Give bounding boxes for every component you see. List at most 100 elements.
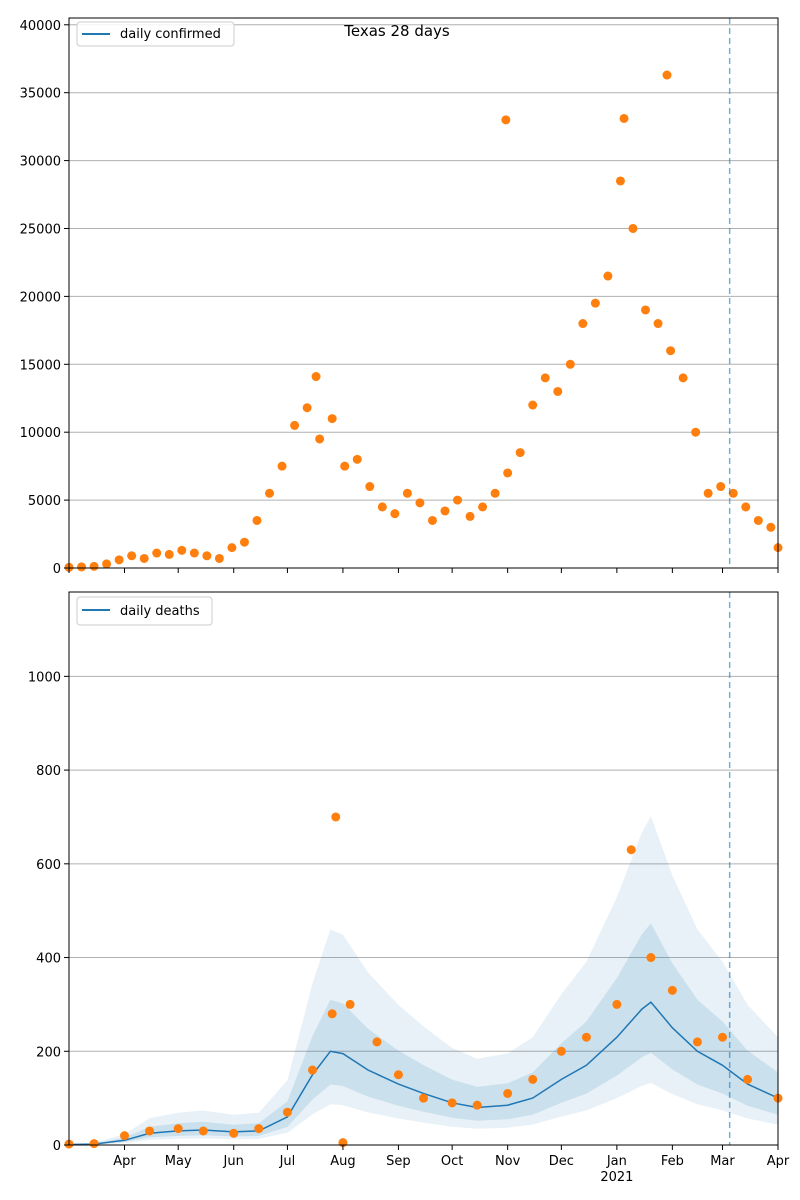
confirmed-y-tick-label: 40000 bbox=[20, 19, 61, 34]
confirmed-point bbox=[691, 427, 701, 437]
deaths-point bbox=[419, 1093, 428, 1103]
confirmed-y-tick-label: 10000 bbox=[20, 426, 61, 441]
deaths-x-tick-label: Nov bbox=[495, 1154, 521, 1169]
confirmed-point bbox=[302, 403, 312, 413]
deaths-point bbox=[717, 1032, 727, 1042]
confirmed-legend-box bbox=[76, 21, 235, 47]
deaths-y-tick-label: 800 bbox=[36, 764, 61, 779]
confirmed-point bbox=[503, 468, 513, 478]
deaths-point bbox=[692, 1037, 702, 1047]
confirmed-point bbox=[603, 271, 613, 281]
deaths-point bbox=[229, 1128, 239, 1138]
confirmed-point bbox=[478, 502, 488, 512]
confirmed-axes-frame bbox=[68, 17, 779, 569]
confirmed-point bbox=[728, 488, 738, 498]
confirmed-point bbox=[501, 115, 511, 125]
confirmed-point bbox=[340, 461, 350, 471]
confirmed-point bbox=[214, 553, 224, 563]
deaths-point bbox=[345, 999, 355, 1009]
deaths-points bbox=[64, 812, 783, 1149]
confirmed-y-tick-label: 15000 bbox=[20, 358, 61, 373]
deaths-x-tick-label: Dec bbox=[549, 1154, 574, 1169]
deaths-point bbox=[667, 985, 677, 995]
deaths-x-tick-label: Mar bbox=[710, 1154, 735, 1169]
confirmed-point bbox=[515, 448, 525, 458]
confirmed-point bbox=[315, 434, 325, 444]
confirmed-point bbox=[465, 511, 475, 521]
confirmed-point bbox=[189, 548, 199, 558]
confirmed-y-tick-label: 35000 bbox=[20, 87, 61, 102]
confirmed-point bbox=[678, 373, 688, 383]
deaths-grid bbox=[69, 675, 778, 1052]
confirmed-point bbox=[415, 498, 425, 508]
confirmed-point bbox=[662, 70, 672, 80]
deaths-point bbox=[447, 1098, 457, 1108]
confirmed-point bbox=[741, 502, 751, 512]
deaths-panel: 0 200 400 600 800 1000 Apr May Jun Jul Aug Sep Oct N… bbox=[28, 591, 790, 1185]
confirmed-point bbox=[553, 386, 563, 396]
confirmed-point bbox=[102, 559, 112, 569]
confirmed-point bbox=[114, 555, 124, 565]
confirmed-point bbox=[402, 488, 412, 498]
deaths-point bbox=[528, 1074, 538, 1084]
confirmed-y-tick-label: 25000 bbox=[20, 222, 61, 237]
confirmed-point bbox=[716, 482, 726, 492]
confirmed-x-axis bbox=[68, 568, 779, 573]
deaths-y-tick-label: 1000 bbox=[28, 670, 61, 685]
confirmed-point bbox=[653, 319, 663, 329]
confirmed-point bbox=[528, 400, 538, 410]
confirmed-point bbox=[177, 545, 187, 555]
confirmed-point bbox=[540, 373, 550, 383]
confirmed-y-tick-label: 5000 bbox=[28, 494, 61, 509]
confirmed-point bbox=[239, 537, 249, 547]
confirmed-point bbox=[641, 305, 651, 315]
deaths-y-tick-label: 200 bbox=[36, 1045, 61, 1060]
confirmed-point bbox=[565, 359, 575, 369]
confirmed-point bbox=[615, 176, 625, 186]
deaths-legend-label: daily deaths bbox=[120, 604, 200, 619]
confirmed-point bbox=[628, 223, 638, 233]
deaths-y-tick-label: 600 bbox=[36, 858, 61, 873]
deaths-y-axis: 0 200 400 600 800 1000 bbox=[28, 670, 69, 1154]
deaths-trend bbox=[68, 1001, 779, 1146]
deaths-x-tick-label: Feb bbox=[661, 1154, 684, 1169]
deaths-x-tick-label: Apr bbox=[113, 1154, 136, 1169]
deaths-legend-box bbox=[76, 596, 213, 626]
deaths-point bbox=[393, 1070, 403, 1080]
confirmed-point bbox=[766, 522, 776, 532]
confirmed-point bbox=[290, 420, 300, 430]
deaths-point bbox=[89, 1139, 99, 1149]
deaths-point bbox=[173, 1124, 183, 1134]
deaths-point bbox=[198, 1126, 208, 1136]
deaths-point bbox=[120, 1131, 130, 1141]
confirmed-legend-label: daily confirmed bbox=[120, 27, 221, 42]
deaths-point bbox=[743, 1074, 753, 1084]
deaths-x-tick-label: 2021 bbox=[600, 1170, 633, 1185]
deaths-point bbox=[581, 1032, 591, 1042]
confirmed-panel: 0 5000 10000 15000 20000 25000 30000 35000 40000… bbox=[20, 17, 783, 577]
confirmed-point bbox=[277, 461, 287, 471]
confirmed-point bbox=[252, 515, 262, 525]
confirmed-y-tick-label: 0 bbox=[53, 562, 61, 577]
deaths-axes-frame bbox=[68, 591, 779, 1146]
deaths-point bbox=[327, 1009, 337, 1019]
chart-title: Texas 28 days bbox=[343, 22, 450, 40]
deaths-point bbox=[556, 1046, 566, 1056]
confirmed-point bbox=[352, 454, 362, 464]
confirmed-point bbox=[139, 553, 149, 563]
confirmed-point bbox=[127, 551, 137, 561]
deaths-point bbox=[145, 1126, 155, 1136]
confirmed-point bbox=[490, 488, 500, 498]
confirmed-point bbox=[440, 506, 450, 516]
deaths-point bbox=[646, 953, 656, 963]
deaths-x-tick-label: May bbox=[165, 1154, 192, 1169]
confirmed-point bbox=[666, 346, 676, 356]
deaths-point bbox=[626, 845, 636, 855]
deaths-point bbox=[282, 1107, 292, 1117]
confirmed-legend: daily confirmed bbox=[76, 21, 235, 47]
confirmed-point bbox=[77, 562, 87, 572]
confirmed-point bbox=[590, 298, 600, 308]
deaths-y-tick-label: 400 bbox=[36, 952, 61, 967]
deaths-trend-line bbox=[68, 1001, 779, 1146]
